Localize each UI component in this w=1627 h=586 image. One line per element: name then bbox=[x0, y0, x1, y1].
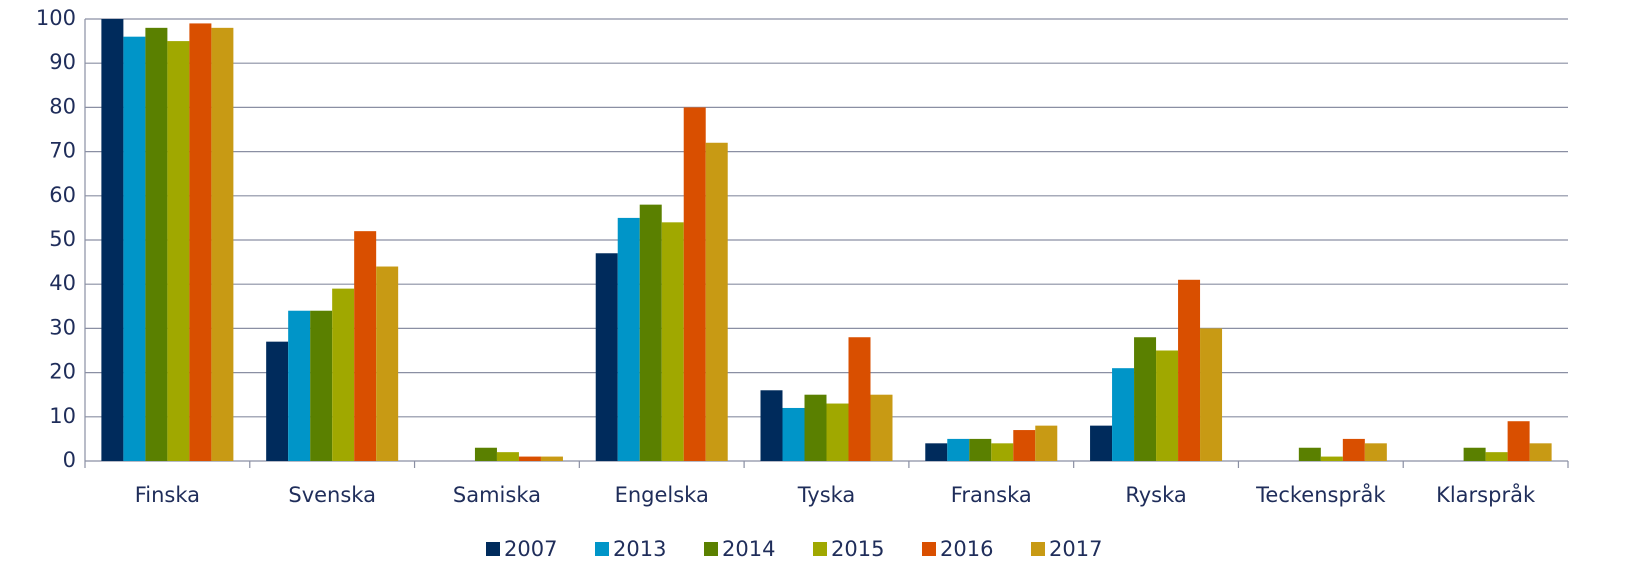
bar bbox=[288, 310, 311, 461]
bar bbox=[189, 23, 212, 461]
y-tick-label: 60 bbox=[49, 183, 76, 207]
legend-swatch bbox=[486, 542, 500, 556]
bar bbox=[595, 253, 618, 461]
y-tick-label: 100 bbox=[36, 6, 76, 30]
x-tick-label: Svenska bbox=[288, 483, 376, 507]
bar bbox=[1320, 456, 1343, 461]
bar bbox=[354, 231, 377, 461]
legend-label: 2013 bbox=[613, 537, 666, 561]
legend-label: 2014 bbox=[722, 537, 775, 561]
legend-label: 2017 bbox=[1049, 537, 1102, 561]
x-tick-label: Finska bbox=[135, 483, 200, 507]
bar bbox=[661, 222, 684, 461]
y-tick-label: 30 bbox=[49, 315, 76, 339]
y-tick-label: 40 bbox=[49, 271, 76, 295]
legend-swatch bbox=[704, 542, 718, 556]
bar bbox=[1485, 452, 1508, 461]
bar bbox=[782, 407, 805, 461]
bar bbox=[540, 456, 563, 461]
bar bbox=[683, 107, 706, 462]
bar bbox=[1463, 447, 1486, 461]
bar bbox=[167, 41, 190, 461]
legend-label: 2007 bbox=[504, 537, 557, 561]
x-tick-label: Engelska bbox=[615, 483, 709, 507]
bar bbox=[1013, 430, 1036, 461]
bar bbox=[1112, 368, 1135, 461]
bar bbox=[474, 447, 497, 461]
y-tick-label: 20 bbox=[49, 360, 76, 384]
legend-label: 2016 bbox=[940, 537, 993, 561]
bar bbox=[1342, 438, 1365, 461]
bar bbox=[1035, 425, 1058, 461]
y-tick-label: 0 bbox=[63, 448, 76, 472]
bar bbox=[310, 310, 333, 461]
bar bbox=[804, 394, 827, 461]
bar bbox=[496, 452, 519, 461]
y-tick-label: 90 bbox=[49, 50, 76, 74]
legend-swatch bbox=[813, 542, 827, 556]
bar bbox=[925, 443, 948, 461]
bar bbox=[870, 394, 893, 461]
bar bbox=[518, 456, 541, 461]
legend-swatch bbox=[595, 542, 609, 556]
x-tick-label: Ryska bbox=[1125, 483, 1186, 507]
bar bbox=[266, 341, 289, 461]
y-tick-label: 50 bbox=[49, 227, 76, 251]
y-tick-label: 10 bbox=[49, 404, 76, 428]
x-tick-label: Samiska bbox=[453, 483, 541, 507]
legend-swatch bbox=[1031, 542, 1045, 556]
bar bbox=[1200, 328, 1223, 461]
bar bbox=[617, 217, 640, 461]
bar bbox=[101, 19, 124, 461]
bar bbox=[639, 204, 662, 461]
bar bbox=[145, 27, 168, 462]
bar bbox=[332, 288, 355, 461]
y-tick-label: 70 bbox=[49, 139, 76, 163]
bar bbox=[991, 443, 1014, 461]
bar bbox=[211, 27, 234, 462]
bar bbox=[1134, 337, 1157, 461]
bar bbox=[1507, 421, 1530, 461]
x-tick-label: Tyska bbox=[797, 483, 856, 507]
bar bbox=[947, 438, 970, 461]
bar bbox=[1178, 279, 1201, 461]
bar bbox=[848, 337, 871, 461]
legend-swatch bbox=[922, 542, 936, 556]
x-tick-label: Teckenspråk bbox=[1255, 482, 1386, 507]
bar bbox=[1090, 425, 1113, 461]
x-tick-label: Franska bbox=[951, 483, 1032, 507]
legend-label: 2015 bbox=[831, 537, 884, 561]
bar bbox=[376, 266, 399, 461]
bar bbox=[826, 403, 849, 461]
y-tick-label: 80 bbox=[49, 94, 76, 118]
x-tick-label: Klarspråk bbox=[1436, 482, 1536, 507]
bar bbox=[1156, 350, 1179, 461]
bar bbox=[1529, 443, 1552, 461]
bar bbox=[760, 390, 783, 461]
bar bbox=[1364, 443, 1387, 461]
bar bbox=[1298, 447, 1321, 461]
bar bbox=[123, 36, 146, 462]
bar bbox=[969, 438, 992, 461]
bar bbox=[705, 142, 728, 461]
